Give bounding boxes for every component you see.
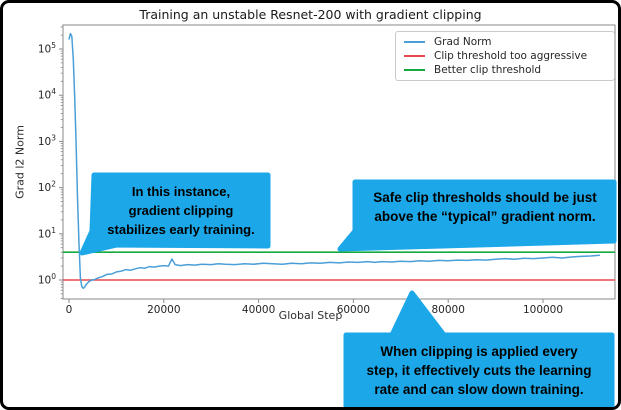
y-tick-label: 104 bbox=[38, 87, 56, 102]
y-tick-label: 100 bbox=[38, 272, 56, 287]
y-tick-label: 102 bbox=[38, 180, 56, 195]
x-tick-label: 20000 bbox=[147, 304, 180, 316]
y-tick-label: 105 bbox=[38, 41, 56, 56]
legend-entry: Grad Norm bbox=[404, 36, 606, 48]
legend-label: Clip threshold too aggressive bbox=[434, 50, 588, 62]
x-tick-label: 40000 bbox=[242, 304, 275, 316]
plot-border bbox=[62, 24, 616, 300]
legend-line-sample bbox=[404, 69, 425, 71]
grad-norm-line bbox=[68, 32, 600, 290]
y-axis-label: Grad l2 Norm bbox=[13, 125, 27, 199]
legend: Grad Norm Clip threshold too aggressive Be… bbox=[395, 31, 615, 81]
y-tick-label: 103 bbox=[38, 133, 56, 148]
legend-label: Better clip threshold bbox=[434, 64, 542, 76]
chart-title: Training an unstable Resnet-200 with gra… bbox=[139, 7, 482, 22]
y-tick-label: 101 bbox=[38, 226, 56, 241]
x-tick-label: 0 bbox=[66, 304, 73, 316]
x-axis-label: Global Step bbox=[278, 309, 343, 322]
legend-line-sample bbox=[404, 41, 425, 43]
legend-label: Grad Norm bbox=[434, 36, 492, 48]
legend-entry: Better clip threshold bbox=[404, 64, 606, 76]
legend-entry: Clip threshold too aggressive bbox=[404, 50, 606, 62]
legend-line-sample bbox=[404, 55, 425, 57]
